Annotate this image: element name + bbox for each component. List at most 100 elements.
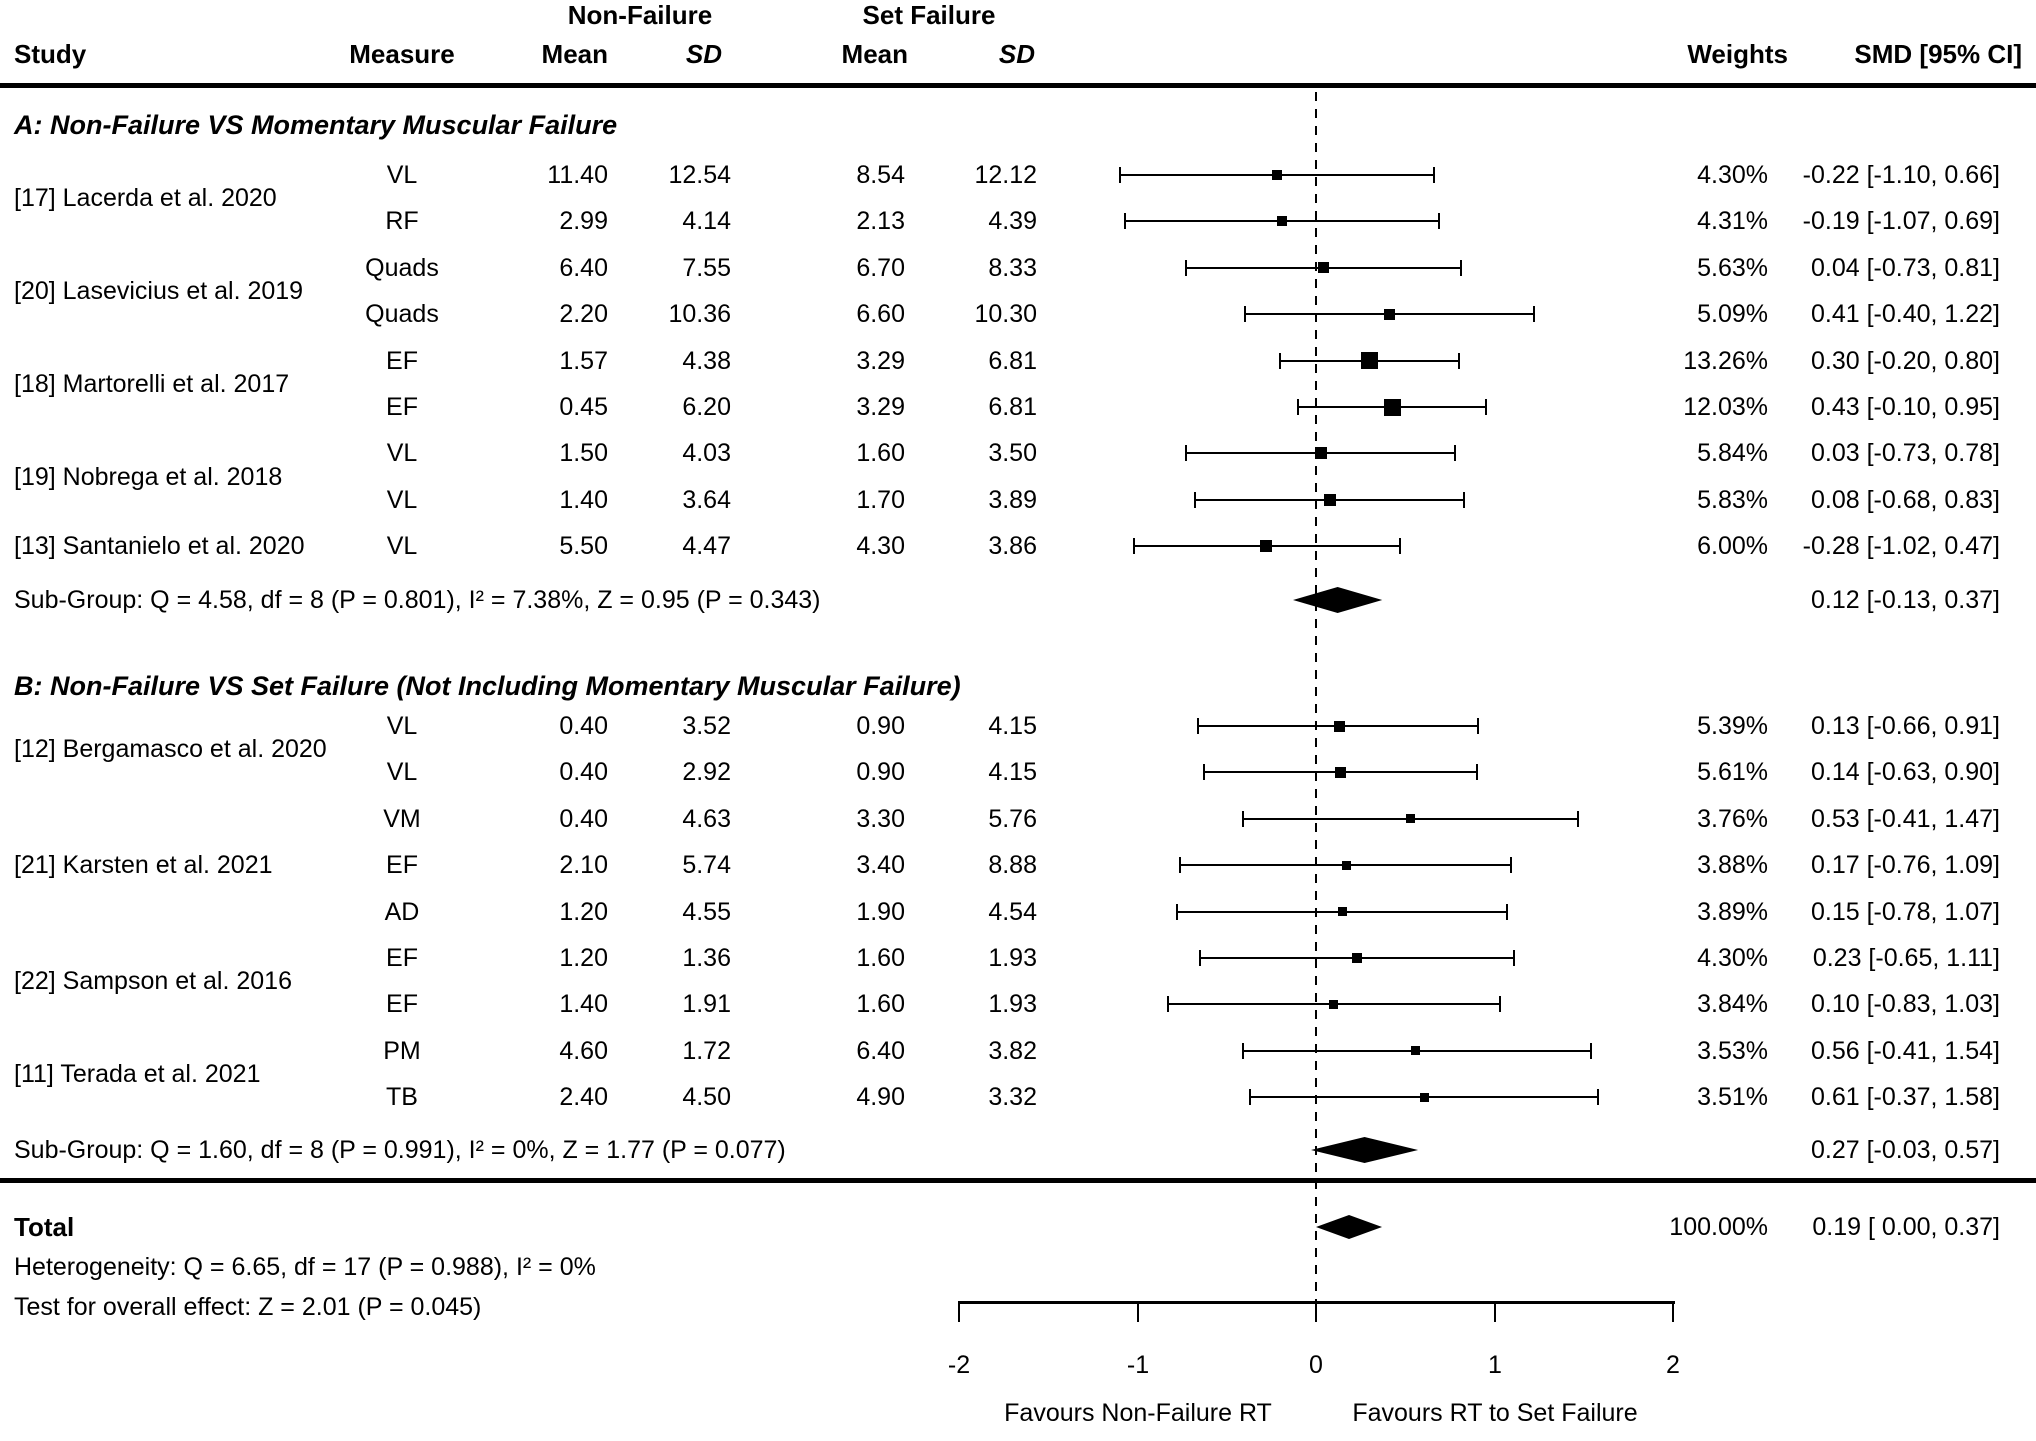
- total-rule: [0, 1178, 2036, 1183]
- ci-cap-right: [1476, 764, 1478, 780]
- study-label: [13] Santanielo et al. 2020: [14, 532, 305, 560]
- nf-sd-cell: 10.36: [668, 300, 731, 328]
- nf-sd-cell: 1.36: [682, 944, 731, 972]
- effect-marker: [1406, 814, 1415, 823]
- nf-mean-cell: 1.40: [559, 486, 608, 514]
- sf-mean-cell: 1.60: [856, 944, 905, 972]
- ci-cap-right: [1513, 950, 1515, 966]
- total-diamond: [1316, 1215, 1383, 1239]
- ci-cap-right: [1533, 306, 1535, 322]
- nf-mean-cell: 2.40: [559, 1083, 608, 1111]
- nf-sd-cell: 3.64: [682, 486, 731, 514]
- sf-mean-cell: 6.40: [856, 1037, 905, 1065]
- col-header-nf-sd: SD: [685, 39, 722, 69]
- nf-mean-cell: 11.40: [547, 161, 608, 189]
- nf-sd-cell: 4.03: [682, 439, 731, 467]
- zero-reference-line: [1315, 92, 1317, 1303]
- ci-cap-left: [1242, 1043, 1244, 1059]
- favours-right-label: Favours RT to Set Failure: [1352, 1399, 1638, 1427]
- sf-sd-cell: 3.86: [988, 532, 1037, 560]
- ci-cap-left: [1185, 260, 1187, 276]
- nf-mean-cell: 0.40: [559, 758, 608, 786]
- smd-cell: 0.03 [-0.73, 0.78]: [1810, 439, 2000, 467]
- measure-cell: PM: [383, 1037, 421, 1065]
- effect-marker: [1315, 447, 1327, 459]
- sf-sd-cell: 4.39: [988, 207, 1037, 235]
- smd-cell: 0.56 [-0.41, 1.54]: [1810, 1037, 2000, 1065]
- nf-mean-cell: 4.60: [559, 1037, 608, 1065]
- ci-cap-left: [1124, 213, 1126, 229]
- ci-cap-left: [1119, 167, 1121, 183]
- effect-marker: [1338, 907, 1347, 916]
- ci-cap-right: [1499, 996, 1501, 1012]
- nf-sd-cell: 4.38: [682, 347, 731, 375]
- study-label: [19] Nobrega et al. 2018: [14, 463, 283, 491]
- effect-marker: [1324, 494, 1336, 506]
- ci-cap-right: [1463, 492, 1465, 508]
- sf-mean-cell: 0.90: [856, 712, 905, 740]
- sf-mean-cell: 2.13: [856, 207, 905, 235]
- axis-tick: [1494, 1302, 1496, 1322]
- nf-mean-cell: 2.10: [559, 851, 608, 879]
- effect-marker: [1361, 352, 1378, 369]
- ci-cap-left: [1185, 445, 1187, 461]
- smd-cell: -0.22 [-1.10, 0.66]: [1802, 161, 2000, 189]
- nf-sd-cell: 3.52: [682, 712, 731, 740]
- ci-cap-right: [1590, 1043, 1592, 1059]
- axis-tick-label: 1: [1488, 1351, 1502, 1379]
- effect-marker: [1420, 1093, 1429, 1102]
- study-label: [20] Lasevicius et al. 2019: [14, 277, 304, 305]
- axis-tick-label: 0: [1309, 1351, 1323, 1379]
- measure-cell: Quads: [365, 300, 439, 328]
- nf-mean-cell: 1.57: [559, 347, 608, 375]
- sf-sd-cell: 3.32: [988, 1083, 1037, 1111]
- total-weight: 100.00%: [1669, 1213, 1768, 1241]
- ci-cap-left: [1199, 950, 1201, 966]
- group-header-nonfailure: Non-Failure: [567, 0, 713, 30]
- sf-mean-cell: 3.30: [856, 805, 905, 833]
- subgroup-b-smd: 0.27 [-0.03, 0.57]: [1810, 1136, 2000, 1164]
- sf-mean-cell: 3.40: [856, 851, 905, 879]
- weight-cell: 5.61%: [1697, 758, 1768, 786]
- smd-cell: 0.14 [-0.63, 0.90]: [1810, 758, 2000, 786]
- measure-cell: VL: [386, 758, 418, 786]
- axis-tick: [1137, 1302, 1139, 1322]
- weight-cell: 3.76%: [1697, 805, 1768, 833]
- weight-cell: 5.09%: [1697, 300, 1768, 328]
- sf-sd-cell: 5.76: [988, 805, 1037, 833]
- sf-sd-cell: 4.15: [988, 712, 1037, 740]
- measure-cell: EF: [386, 347, 418, 375]
- study-label: [12] Bergamasco et al. 2020: [14, 735, 327, 763]
- nf-mean-cell: 2.20: [559, 300, 608, 328]
- measure-cell: TB: [386, 1083, 418, 1111]
- weight-cell: 5.39%: [1697, 712, 1768, 740]
- sf-mean-cell: 4.30: [856, 532, 905, 560]
- group-header-setfailure: Set Failure: [862, 0, 996, 30]
- subgroup-a-smd: 0.12 [-0.13, 0.37]: [1810, 586, 2000, 614]
- nf-sd-cell: 6.20: [682, 393, 731, 421]
- effect-marker: [1318, 262, 1329, 273]
- sf-sd-cell: 1.93: [988, 990, 1037, 1018]
- smd-cell: 0.61 [-0.37, 1.58]: [1810, 1083, 2000, 1111]
- smd-cell: 0.30 [-0.20, 0.80]: [1810, 347, 2000, 375]
- smd-cell: 0.04 [-0.73, 0.81]: [1810, 254, 2000, 282]
- nf-sd-cell: 4.55: [682, 898, 731, 926]
- measure-cell: VL: [386, 439, 418, 467]
- weight-cell: 3.89%: [1697, 898, 1768, 926]
- axis-tick: [1672, 1302, 1674, 1322]
- axis-tick: [1315, 1302, 1317, 1322]
- heterogeneity-text: Heterogeneity: Q = 6.65, df = 17 (P = 0.…: [14, 1253, 596, 1281]
- sf-sd-cell: 8.88: [988, 851, 1037, 879]
- nf-sd-cell: 2.92: [682, 758, 731, 786]
- ci-cap-left: [1133, 538, 1135, 554]
- subgroup-diamond: [1293, 587, 1383, 613]
- col-header-sf-mean: Mean: [841, 39, 908, 69]
- nf-sd-cell: 7.55: [682, 254, 731, 282]
- smd-cell: 0.17 [-0.76, 1.09]: [1810, 851, 2000, 879]
- weight-cell: 13.26%: [1683, 347, 1768, 375]
- sf-mean-cell: 1.70: [856, 486, 905, 514]
- effect-marker: [1260, 540, 1272, 552]
- overall-effect-text: Test for overall effect: Z = 2.01 (P = 0…: [14, 1293, 482, 1321]
- smd-cell: 0.53 [-0.41, 1.47]: [1810, 805, 2000, 833]
- favours-left-label: Favours Non-Failure RT: [1004, 1399, 1272, 1427]
